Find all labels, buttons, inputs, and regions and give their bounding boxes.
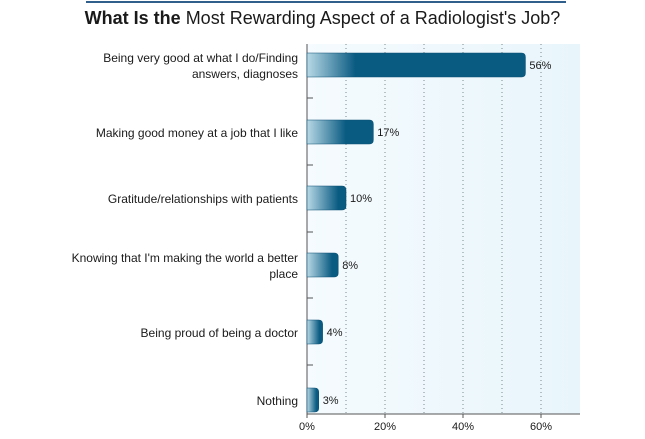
category-label: Being proud of being a doctor xyxy=(12,325,298,341)
x-tick-label: 60% xyxy=(530,421,552,433)
chart-title: What Is the Most Rewarding Aspect of a R… xyxy=(0,8,645,29)
chart-title-rest: Most Rewarding Aspect of a Radiologist's… xyxy=(185,8,561,28)
bar-value-label: 17% xyxy=(377,127,399,139)
category-label-line: Nothing xyxy=(256,394,298,408)
category-label: Making good money at a job that I like xyxy=(12,125,298,141)
category-label-line: Knowing that I'm making the world a bett… xyxy=(71,251,298,265)
x-tick-label: 0% xyxy=(299,421,315,433)
bar xyxy=(306,319,323,345)
category-label-line: Being very good at what I do/Finding xyxy=(103,51,298,65)
title-rule xyxy=(86,1,566,3)
bar xyxy=(306,252,339,278)
bar xyxy=(306,387,319,413)
category-label-line: Making good money at a job that I like xyxy=(95,126,298,140)
bar-value-label: 4% xyxy=(327,327,343,339)
category-label: Being very good at what I do/Finding answ… xyxy=(12,50,298,82)
x-tick-label: 40% xyxy=(452,421,474,433)
plot-background xyxy=(307,44,580,414)
bar xyxy=(306,52,526,78)
x-tick-label: 20% xyxy=(374,421,396,433)
category-label-line: place xyxy=(269,267,298,281)
bar-value-label: 10% xyxy=(350,193,372,205)
chart-title-bold: What Is the xyxy=(84,8,181,28)
category-label-line: answers, diagnoses xyxy=(191,67,298,81)
bar xyxy=(306,119,374,145)
bar-value-label: 3% xyxy=(323,395,339,407)
bar-value-label: 8% xyxy=(342,260,358,272)
category-label: Knowing that I'm making the world a bett… xyxy=(12,250,298,282)
category-label: Nothing xyxy=(12,393,298,409)
bar-value-label: 56% xyxy=(529,60,551,72)
bar xyxy=(306,185,347,211)
category-label-line: Being proud of being a doctor xyxy=(140,326,298,340)
category-label: Gratitude/relationships with patients xyxy=(12,191,298,207)
category-label-line: Gratitude/relationships with patients xyxy=(107,192,298,206)
